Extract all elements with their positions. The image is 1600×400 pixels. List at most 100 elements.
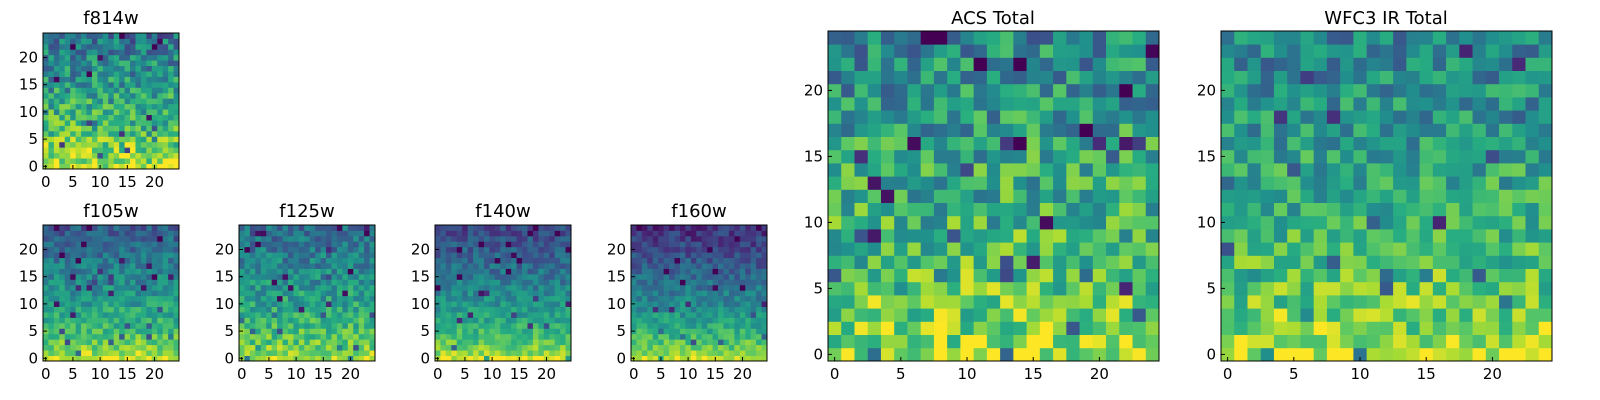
heatmap-cell bbox=[933, 215, 948, 230]
heatmap-cell bbox=[146, 225, 153, 231]
heatmap-cell bbox=[674, 235, 681, 242]
heatmap-cell bbox=[287, 295, 294, 302]
heatmap-cell bbox=[304, 312, 311, 318]
heatmap-cell bbox=[445, 295, 452, 302]
heatmap-cell bbox=[59, 257, 66, 264]
heatmap-cell bbox=[1106, 202, 1120, 217]
heatmap-cell bbox=[701, 317, 708, 324]
heatmap-cell bbox=[543, 290, 550, 297]
heatmap-cell bbox=[745, 257, 752, 264]
heatmap-cell bbox=[1039, 215, 1054, 230]
heatmap-cell bbox=[1485, 189, 1500, 203]
heatmap-cell bbox=[293, 230, 300, 237]
heatmap-cell bbox=[718, 317, 724, 324]
heatmap-cell bbox=[701, 333, 708, 340]
heatmap-cell bbox=[511, 301, 517, 307]
heatmap-cell bbox=[1340, 149, 1354, 164]
heatmap-cell bbox=[364, 301, 370, 307]
heatmap-cell bbox=[1300, 189, 1315, 203]
heatmap-cell bbox=[1026, 295, 1041, 309]
heatmap-cell bbox=[494, 273, 501, 280]
x-tick-label: 0 bbox=[830, 365, 840, 383]
heatmap-cell bbox=[867, 268, 882, 283]
heatmap-cell bbox=[1106, 149, 1120, 164]
heatmap-cell bbox=[1066, 347, 1080, 362]
heatmap-cell bbox=[750, 230, 757, 237]
heatmap-cell bbox=[1092, 136, 1107, 151]
heatmap-cell bbox=[920, 31, 935, 45]
heatmap-cell bbox=[707, 295, 713, 302]
heatmap-cell bbox=[91, 136, 98, 143]
heatmap-cell bbox=[91, 355, 98, 362]
heatmap-cell bbox=[756, 344, 762, 351]
heatmap-cell bbox=[1512, 321, 1526, 335]
heatmap-cell bbox=[880, 149, 895, 164]
heatmap-cell bbox=[364, 225, 370, 231]
heatmap-cell bbox=[70, 241, 77, 248]
heatmap-cell bbox=[739, 344, 746, 351]
heatmap-cell bbox=[342, 355, 349, 362]
heatmap-cell bbox=[1273, 281, 1288, 296]
heatmap-cell bbox=[1353, 334, 1368, 349]
heatmap-cell bbox=[679, 301, 686, 307]
heatmap-cell bbox=[64, 109, 71, 115]
heatmap-cell bbox=[1366, 83, 1381, 98]
heatmap-cell bbox=[59, 163, 66, 170]
heatmap-cell bbox=[64, 65, 71, 72]
heatmap-cell bbox=[173, 230, 180, 237]
heatmap-cell bbox=[663, 284, 670, 291]
heatmap-cell bbox=[151, 71, 158, 77]
heatmap-cell bbox=[718, 328, 724, 335]
heatmap-cell bbox=[641, 344, 648, 351]
heatmap-cell bbox=[108, 98, 115, 105]
heatmap-cell bbox=[249, 290, 256, 297]
heatmap-cell bbox=[663, 339, 670, 346]
heatmap-cell bbox=[728, 333, 735, 340]
heatmap-cell bbox=[1053, 242, 1067, 256]
heatmap-cell bbox=[1221, 347, 1235, 362]
heatmap-cell bbox=[734, 230, 741, 237]
heatmap-cell bbox=[1260, 97, 1275, 111]
heatmap-cell bbox=[157, 230, 164, 237]
heatmap-cell bbox=[960, 176, 975, 190]
heatmap-cell bbox=[282, 317, 289, 324]
heatmap-cell bbox=[960, 295, 975, 309]
heatmap-cell bbox=[1340, 176, 1354, 190]
heatmap-cell bbox=[97, 284, 104, 291]
heatmap-cell bbox=[1379, 189, 1394, 203]
heatmap-cell bbox=[445, 350, 452, 356]
heatmap-cell bbox=[1132, 229, 1147, 243]
heatmap-cell bbox=[102, 76, 109, 83]
heatmap-cell bbox=[1234, 44, 1248, 58]
heatmap-cell bbox=[1300, 44, 1315, 58]
heatmap-cell bbox=[157, 33, 164, 39]
heatmap-cell bbox=[86, 54, 93, 61]
heatmap-cell bbox=[679, 333, 686, 340]
heatmap-cell bbox=[260, 241, 267, 248]
heatmap-cell bbox=[70, 284, 77, 291]
heatmap-cell bbox=[1366, 136, 1381, 151]
heatmap-cell bbox=[1119, 268, 1133, 283]
heatmap-cell bbox=[1512, 57, 1526, 71]
heatmap-cell bbox=[1313, 255, 1328, 269]
heatmap-cell bbox=[113, 76, 120, 83]
heatmap-cell bbox=[140, 252, 147, 259]
heatmap-cell bbox=[53, 49, 60, 56]
heatmap-cell bbox=[494, 225, 501, 231]
heatmap-cell bbox=[309, 355, 316, 362]
heatmap-cell bbox=[1079, 83, 1094, 98]
heatmap-cell bbox=[266, 252, 273, 259]
heatmap-cell bbox=[86, 235, 93, 242]
heatmap-cell bbox=[1145, 44, 1160, 58]
heatmap-cell bbox=[960, 163, 975, 177]
heatmap-cell bbox=[756, 312, 762, 318]
heatmap-cell bbox=[1353, 268, 1368, 283]
heatmap-cell bbox=[973, 321, 988, 335]
heatmap-cell bbox=[1026, 189, 1041, 203]
heatmap-cell bbox=[81, 241, 87, 248]
heatmap-cell bbox=[53, 263, 60, 269]
heatmap-cell bbox=[91, 54, 98, 61]
heatmap-cell bbox=[565, 355, 572, 362]
heatmap-cell bbox=[75, 141, 82, 148]
